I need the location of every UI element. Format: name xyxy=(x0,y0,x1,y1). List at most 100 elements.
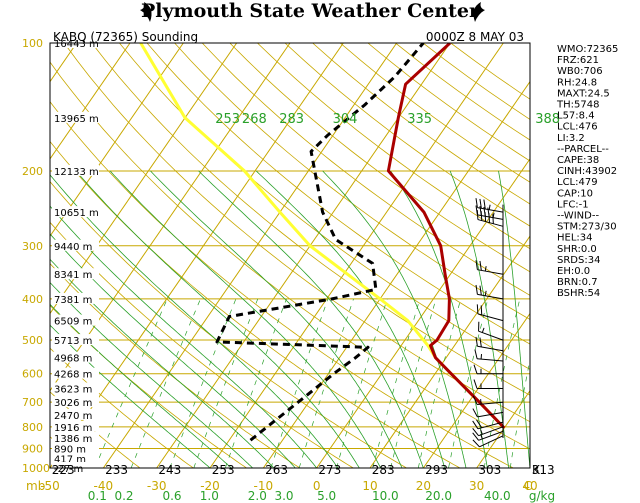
dry-adiabat-line xyxy=(50,221,354,468)
height-label-bg xyxy=(52,314,99,326)
moist-adiabat-line xyxy=(50,205,317,468)
moist-adiabat-line xyxy=(255,170,446,468)
wind-barb-staff xyxy=(477,358,504,362)
height-label-bg xyxy=(52,111,99,123)
wind-barb xyxy=(475,260,504,275)
wind-barb-flag xyxy=(479,260,482,271)
wind-barb-flag xyxy=(479,198,482,209)
left-flag-icon xyxy=(140,2,152,22)
sounding-plot xyxy=(139,43,506,442)
wind-barb-flag xyxy=(480,211,483,221)
wind-barb-flag xyxy=(475,260,478,270)
skewt-grid xyxy=(50,43,530,468)
mixing-ratio-tick-label: 40.0 xyxy=(484,489,511,503)
isotherm-line xyxy=(102,43,398,468)
moist-adiabat-line xyxy=(50,258,275,468)
celsius-tick-label: -40 xyxy=(94,479,114,493)
index-entry: SRDS:34 xyxy=(557,255,600,266)
temperature-profile xyxy=(386,43,506,430)
pressure-tick-label: 1000 xyxy=(22,462,50,475)
index-entry: HEL:34 xyxy=(557,233,593,244)
mixing-ratio-tick-label: 0.2 xyxy=(114,489,133,503)
wind-barb-flag xyxy=(484,212,487,222)
mixing-ratio-line xyxy=(270,298,329,468)
dry-adiabat-line xyxy=(257,43,530,250)
height-label-bg xyxy=(52,239,99,251)
dry-adiabat-line xyxy=(174,43,530,320)
height-label: -27 m xyxy=(54,464,83,475)
index-entry: L57:8.4 xyxy=(557,111,595,122)
wind-barb-flag xyxy=(476,304,479,314)
wind-barb-flag xyxy=(483,199,486,210)
chart-title: Plymouth State Weather Center xyxy=(141,0,480,22)
height-label: 16443 m xyxy=(54,39,99,50)
wind-barb-flag xyxy=(480,305,483,315)
wind-barb xyxy=(476,210,504,227)
theta-label: 335 xyxy=(407,112,432,127)
wind-barb-flag xyxy=(472,439,480,448)
wind-barb-half-flag xyxy=(488,204,491,210)
wind-barb-flag xyxy=(476,210,479,220)
height-label: 6509 m xyxy=(54,317,92,328)
wind-barbs xyxy=(472,198,504,448)
index-entry: --WIND-- xyxy=(557,211,599,222)
height-label: 4968 m xyxy=(54,354,92,365)
moist-adiabat-line xyxy=(75,170,360,468)
index-entry: SHR:0.0 xyxy=(557,244,597,255)
wind-barb-staff xyxy=(477,345,504,352)
kelvin-tick-label: 263 xyxy=(265,463,288,477)
pressure-tick-label: 300 xyxy=(22,240,43,253)
wind-barb xyxy=(474,349,504,362)
mixing-ratio-line xyxy=(417,298,462,468)
dry-adiabat-line xyxy=(395,43,530,141)
height-label: 9440 m xyxy=(54,242,92,253)
index-entry: RH:24.8 xyxy=(557,77,597,88)
isotherm-line xyxy=(422,312,530,468)
moist-adiabat-line xyxy=(50,324,211,468)
height-label: 13965 m xyxy=(54,114,99,125)
moist-adiabat-line xyxy=(50,233,296,468)
wind-barb-flag xyxy=(475,284,478,295)
kelvin-tick-label: 313 xyxy=(532,463,555,477)
mixing-ratio-line xyxy=(169,298,237,468)
mixing-ratio-tick-label: 0.6 xyxy=(162,489,181,503)
mixing-ratio-line xyxy=(509,358,530,468)
kelvin-tick-label: 293 xyxy=(425,463,448,477)
wind-barb xyxy=(475,284,504,300)
kelvin-axis-label: K xyxy=(532,463,541,477)
celsius-tick-label: -20 xyxy=(200,479,220,493)
mixing-ratio-line xyxy=(483,298,521,468)
mixing-ratio-line xyxy=(372,298,421,468)
wind-barb-flag xyxy=(472,427,479,437)
isotherm-line xyxy=(156,43,451,468)
index-entry: LI:3.2 xyxy=(557,133,585,144)
celsius-tick-label: -50 xyxy=(40,479,60,493)
celsius-tick-label: -10 xyxy=(254,479,274,493)
station-label: KABQ (72365) Sounding xyxy=(53,30,198,44)
stability-indices: WMO:72365FRZ:621WB0:706RH:24.8MAXT:24.5T… xyxy=(556,44,618,299)
plot-frame xyxy=(49,42,531,469)
dry-adiabat-line xyxy=(201,43,530,296)
pressure-tick-label: 900 xyxy=(22,443,43,456)
wind-barb-flag xyxy=(492,214,494,224)
theta-label: 283 xyxy=(279,112,304,127)
pressure-tick-label: 100 xyxy=(22,37,43,50)
height-label: 1386 m xyxy=(54,434,92,445)
mixing-ratio-tick-label: 10.0 xyxy=(372,489,399,503)
height-label: 1916 m xyxy=(54,423,92,434)
index-entry: CINH:43902 xyxy=(557,166,617,177)
wind-barb-flag xyxy=(472,395,478,405)
moist-adiabat-line xyxy=(50,174,339,468)
pressure-axis-label: mb xyxy=(26,479,45,493)
wind-barb-staff xyxy=(477,411,504,418)
pressure-tick-label: 700 xyxy=(22,396,43,409)
kelvin-tick-label: 283 xyxy=(372,463,395,477)
index-entry: EH:0.0 xyxy=(557,266,590,277)
height-label-bg xyxy=(52,452,99,464)
wind-barb-flag xyxy=(474,349,478,359)
dry-adiabat-line xyxy=(422,43,530,120)
celsius-tick-label: 20 xyxy=(416,479,431,493)
wind-barb-flag xyxy=(476,419,483,429)
dewpoint-profile xyxy=(215,43,425,442)
